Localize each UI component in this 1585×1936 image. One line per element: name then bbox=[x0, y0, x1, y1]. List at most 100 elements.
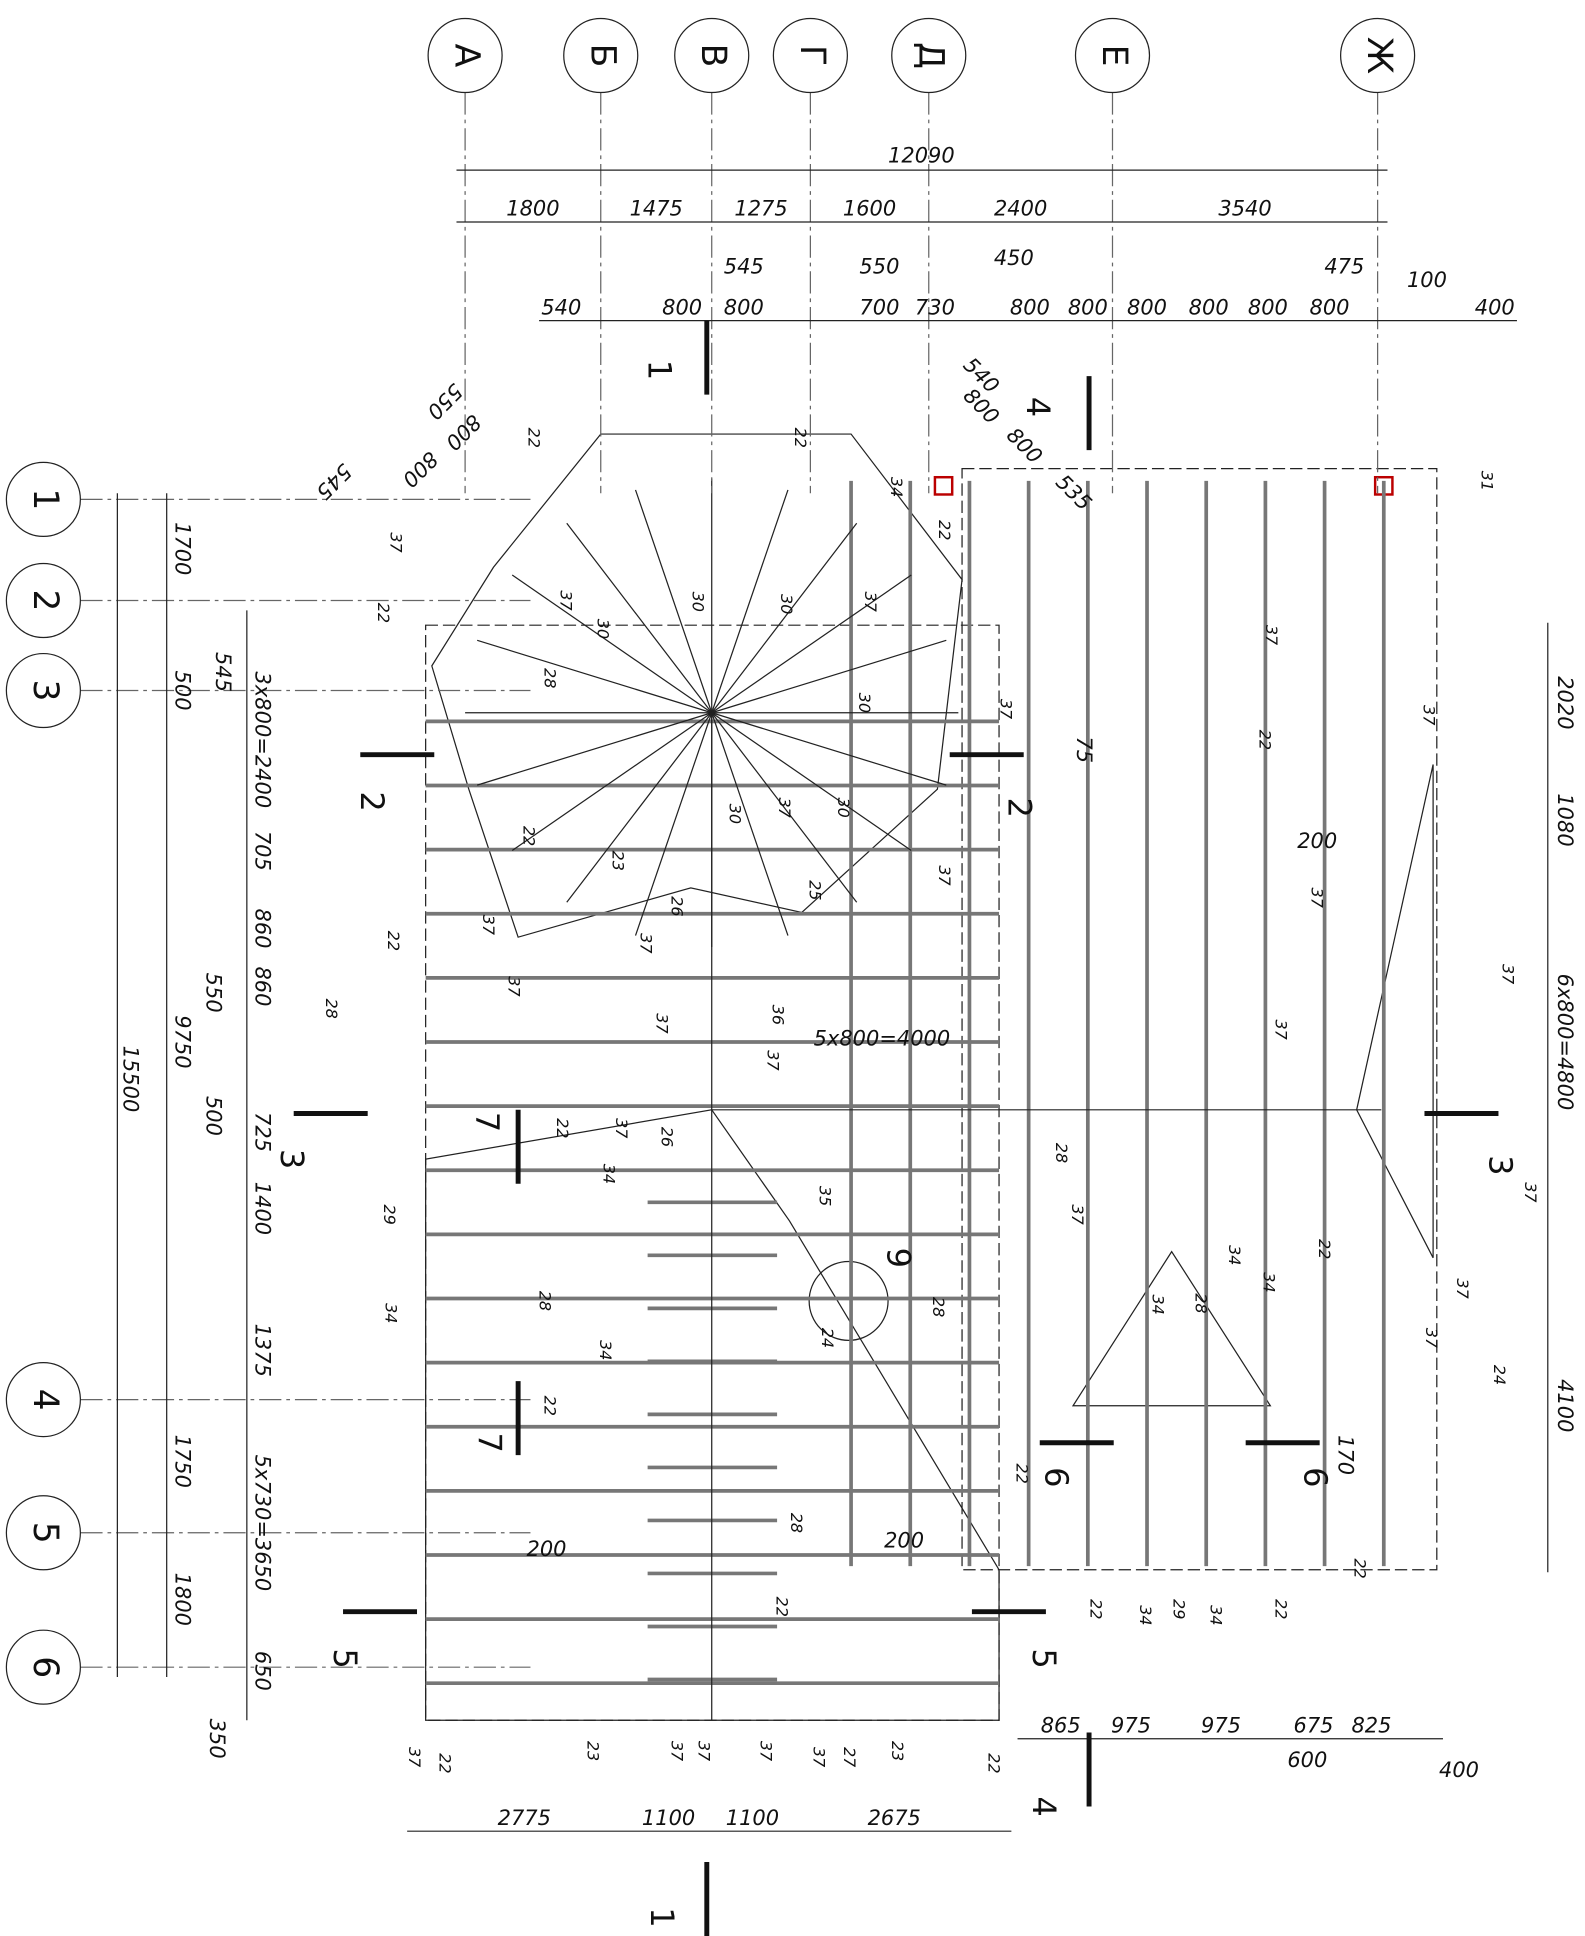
label: 22 bbox=[791, 428, 810, 448]
label: Ж bbox=[1359, 37, 1399, 74]
label: 37 bbox=[1499, 964, 1518, 985]
hip-rafter bbox=[634, 712, 713, 936]
bay-outline bbox=[431, 433, 963, 938]
label: 9 bbox=[880, 1248, 918, 1268]
label: 37 bbox=[667, 1741, 686, 1762]
dormer bbox=[1071, 1250, 1272, 1407]
hip-rafter bbox=[711, 712, 947, 786]
axis-bubble bbox=[563, 17, 639, 94]
label: 200 bbox=[1297, 829, 1337, 853]
right-hip bbox=[1356, 764, 1434, 1259]
label: 200 bbox=[884, 1528, 924, 1552]
label: 1750 bbox=[170, 1435, 194, 1488]
label: 34 bbox=[1148, 1294, 1167, 1314]
label: 800 bbox=[1248, 295, 1288, 319]
hip-rafter bbox=[711, 712, 858, 903]
label: 37 bbox=[1262, 625, 1281, 646]
label: 1100 bbox=[642, 1806, 695, 1830]
label: 22 bbox=[540, 1396, 559, 1416]
label: 37 bbox=[405, 1747, 424, 1768]
label: 37 bbox=[756, 1741, 775, 1762]
label: 28 bbox=[536, 1291, 555, 1311]
label: 22 bbox=[436, 1753, 455, 1773]
label: 100 bbox=[1407, 268, 1447, 292]
label: 22 bbox=[772, 1597, 791, 1617]
label: 540 bbox=[541, 295, 581, 319]
label: 2675 bbox=[868, 1806, 921, 1830]
label: 1600 bbox=[843, 197, 896, 221]
axis-bubble bbox=[5, 562, 81, 639]
label: 23 bbox=[888, 1741, 907, 1761]
label: 37 bbox=[1521, 1182, 1540, 1203]
label: 34 bbox=[600, 1164, 619, 1184]
label: 22 bbox=[524, 428, 543, 448]
label: 1100 bbox=[726, 1806, 779, 1830]
label: 7 bbox=[468, 1112, 506, 1132]
label: 6x800=4800 bbox=[1553, 974, 1577, 1111]
label: 1275 bbox=[734, 197, 787, 221]
label: 3540 bbox=[1218, 197, 1271, 221]
label: 4 bbox=[1025, 1796, 1063, 1816]
label: 22 bbox=[1272, 1599, 1291, 1619]
label: 26 bbox=[667, 896, 686, 916]
label: 2400 bbox=[994, 197, 1047, 221]
label: 34 bbox=[381, 1303, 400, 1323]
label: 1 bbox=[25, 488, 65, 510]
label: 27 bbox=[840, 1747, 859, 1768]
label: 37 bbox=[386, 532, 405, 553]
label: 800 bbox=[959, 384, 1004, 429]
label: 600 bbox=[1287, 1748, 1327, 1772]
outline-right bbox=[961, 467, 1438, 1571]
label: 545 bbox=[724, 255, 764, 279]
label: 22 bbox=[374, 603, 393, 623]
label: 5x800=4000 bbox=[814, 1027, 951, 1051]
label: 975 bbox=[1201, 1713, 1241, 1737]
label: 37 bbox=[1453, 1278, 1472, 1299]
label: 705 bbox=[251, 831, 275, 871]
label: 650 bbox=[251, 1651, 275, 1691]
label: 6 bbox=[25, 1656, 65, 1678]
label: 1375 bbox=[251, 1324, 275, 1377]
label: 800 bbox=[1068, 295, 1108, 319]
label: 3 bbox=[1481, 1155, 1519, 1175]
label: 2 bbox=[25, 590, 65, 612]
label: 37 bbox=[653, 1013, 672, 1034]
column bbox=[933, 475, 954, 496]
label: 1800 bbox=[170, 1573, 194, 1626]
label: 800 bbox=[662, 295, 702, 319]
label: 5x730=3650 bbox=[251, 1455, 275, 1592]
label: 700 bbox=[859, 295, 899, 319]
label: 30 bbox=[725, 804, 744, 824]
label: 3 bbox=[25, 680, 65, 702]
axis-bubble bbox=[674, 17, 750, 94]
label: 34 bbox=[887, 477, 906, 497]
label: 800 bbox=[398, 447, 443, 492]
axis-bubble bbox=[772, 17, 848, 94]
hip-rafter bbox=[711, 574, 912, 714]
label: 170 bbox=[1333, 1435, 1357, 1475]
label: 28 bbox=[929, 1297, 948, 1317]
label: 7 bbox=[470, 1433, 508, 1453]
label: 37 bbox=[1307, 888, 1326, 909]
label: 975 bbox=[1111, 1713, 1151, 1737]
label: 500 bbox=[201, 1096, 225, 1136]
label: 545 bbox=[311, 459, 356, 504]
axis-bubble bbox=[5, 1361, 81, 1438]
label: 860 bbox=[251, 966, 275, 1006]
label: 800 bbox=[1189, 295, 1229, 319]
label: 22 bbox=[553, 1118, 572, 1138]
label: 22 bbox=[1315, 1239, 1334, 1259]
label: 37 bbox=[997, 699, 1016, 720]
label: 1 bbox=[640, 360, 678, 380]
structure bbox=[425, 433, 1438, 1721]
label: 37 bbox=[556, 590, 575, 611]
label: 35 bbox=[815, 1186, 834, 1206]
label: 200 bbox=[526, 1537, 566, 1561]
hip-rafter bbox=[711, 489, 789, 713]
hip-rafter bbox=[711, 712, 789, 936]
label: 37 bbox=[1068, 1204, 1087, 1225]
label: 37 bbox=[1422, 1328, 1441, 1349]
label: 36 bbox=[769, 1005, 788, 1025]
hip-outline bbox=[425, 1109, 1000, 1721]
